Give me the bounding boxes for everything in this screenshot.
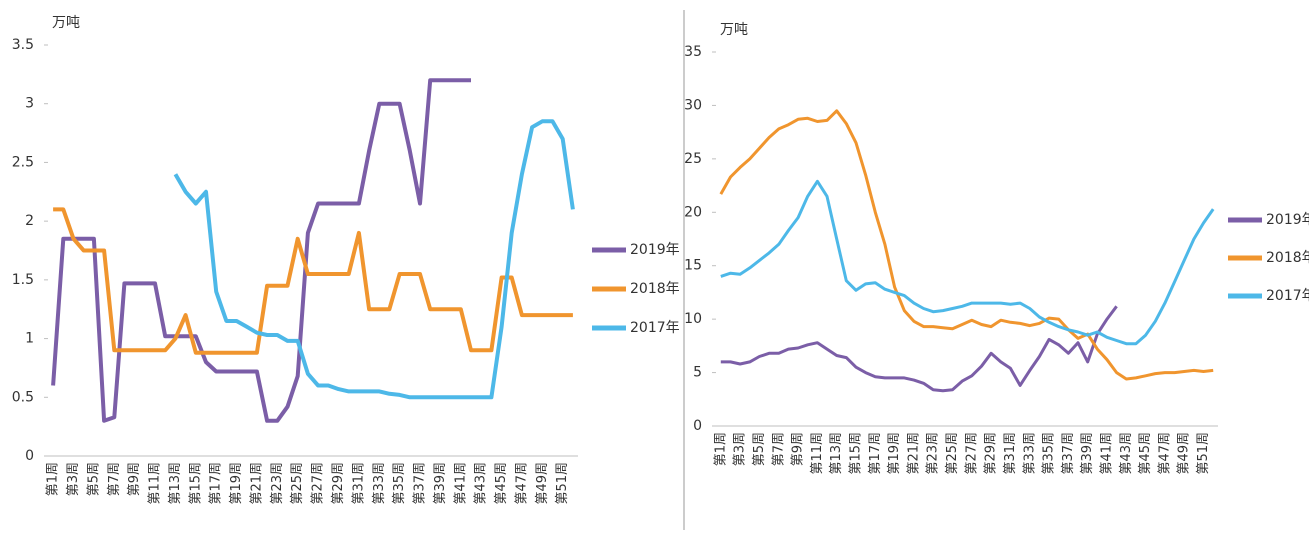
x-tick-label: 第11周: [810, 432, 825, 475]
y-tick-label: 10: [684, 311, 702, 327]
x-tick-label: 第13周: [168, 462, 183, 505]
x-tick-label: 第45周: [494, 462, 509, 505]
legend-label: 2019年: [1266, 212, 1309, 228]
y-tick-label: 3: [25, 96, 34, 112]
y-tick-label: 35: [684, 44, 702, 60]
legend-label: 2018年: [1266, 250, 1309, 266]
x-tick-label: 第47周: [514, 462, 529, 505]
x-tick-label: 第31周: [1003, 432, 1018, 475]
x-tick-label: 第3周: [66, 462, 81, 496]
legend-label: 2017年: [1266, 288, 1309, 304]
y-tick-label: 0: [693, 418, 702, 434]
x-tick-label: 第27周: [311, 462, 326, 505]
series-line: [720, 179, 1215, 346]
x-tick-label: 第33周: [1022, 432, 1037, 475]
x-tick-label: 第17周: [209, 462, 224, 505]
y-tick-label: 25: [684, 151, 702, 167]
x-tick-label: 第35周: [1042, 432, 1057, 475]
x-tick-label: 第31周: [351, 462, 366, 505]
x-tick-label: 第5周: [752, 432, 767, 466]
x-tick-label: 第25周: [945, 432, 960, 475]
legend-label: 2017年: [630, 320, 680, 336]
x-tick-label: 第17周: [868, 432, 883, 475]
x-tick-label: 第19周: [887, 432, 902, 475]
x-tick-label: 第25周: [290, 462, 305, 505]
series-line: [173, 119, 575, 400]
y-axis-label: 万吨: [720, 22, 748, 38]
y-tick-label: 0.5: [12, 389, 34, 405]
x-tick-label: 第5周: [86, 462, 101, 496]
series-line: [51, 78, 471, 423]
x-tick-label: 第1周: [46, 462, 61, 496]
y-tick-label: 1.5: [12, 272, 34, 288]
x-tick-label: 第9周: [791, 432, 806, 466]
x-tick-label: 第41周: [1099, 432, 1114, 475]
x-tick-label: 第3周: [733, 432, 748, 466]
y-tick-label: 3.5: [12, 37, 34, 53]
x-tick-label: 第49周: [535, 462, 550, 505]
y-tick-label: 5: [693, 365, 702, 381]
x-tick-label: 第35周: [392, 462, 407, 505]
series-line: [719, 109, 1214, 381]
legend-label: 2018年: [630, 281, 680, 297]
series-line: [53, 207, 573, 355]
x-tick-label: 第15周: [848, 432, 863, 475]
x-tick-label: 第33周: [372, 462, 387, 505]
x-tick-label: 第15周: [188, 462, 203, 505]
x-tick-label: 第37周: [413, 462, 428, 505]
x-tick-label: 第45周: [1138, 432, 1153, 475]
x-tick-label: 第19周: [229, 462, 244, 505]
x-tick-label: 第27周: [964, 432, 979, 475]
x-tick-label: 第39周: [433, 462, 448, 505]
y-tick-label: 2.5: [12, 154, 34, 170]
y-tick-label: 30: [684, 97, 702, 113]
x-tick-label: 第11周: [148, 462, 163, 505]
x-tick-label: 第51周: [1196, 432, 1211, 475]
y-tick-label: 1: [25, 331, 34, 347]
x-tick-label: 第7周: [107, 462, 122, 496]
x-tick-label: 第21周: [249, 462, 264, 505]
x-tick-label: 第23周: [270, 462, 285, 505]
x-tick-label: 第37周: [1061, 432, 1076, 475]
x-tick-label: 第41周: [453, 462, 468, 505]
x-tick-label: 第49周: [1177, 432, 1192, 475]
x-tick-label: 第23周: [926, 432, 941, 475]
x-tick-label: 第29周: [984, 432, 999, 475]
x-tick-label: 第43周: [1119, 432, 1134, 475]
x-tick-label: 第29周: [331, 462, 346, 505]
x-tick-label: 第1周: [713, 432, 728, 466]
y-tick-label: 0: [25, 448, 34, 464]
x-tick-label: 第47周: [1157, 432, 1172, 475]
y-tick-label: 20: [684, 204, 702, 220]
y-axis-label: 万吨: [52, 15, 80, 31]
x-tick-label: 第51周: [555, 462, 570, 505]
y-tick-label: 15: [684, 258, 702, 274]
x-tick-label: 第9周: [127, 462, 142, 496]
y-tick-label: 2: [25, 213, 34, 229]
x-tick-label: 第21周: [906, 432, 921, 475]
x-tick-label: 第43周: [474, 462, 489, 505]
x-tick-label: 第39周: [1080, 432, 1095, 475]
x-tick-label: 第7周: [771, 432, 786, 466]
legend-label: 2019年: [630, 242, 680, 258]
x-tick-label: 第13周: [829, 432, 844, 475]
series-line: [720, 305, 1118, 393]
